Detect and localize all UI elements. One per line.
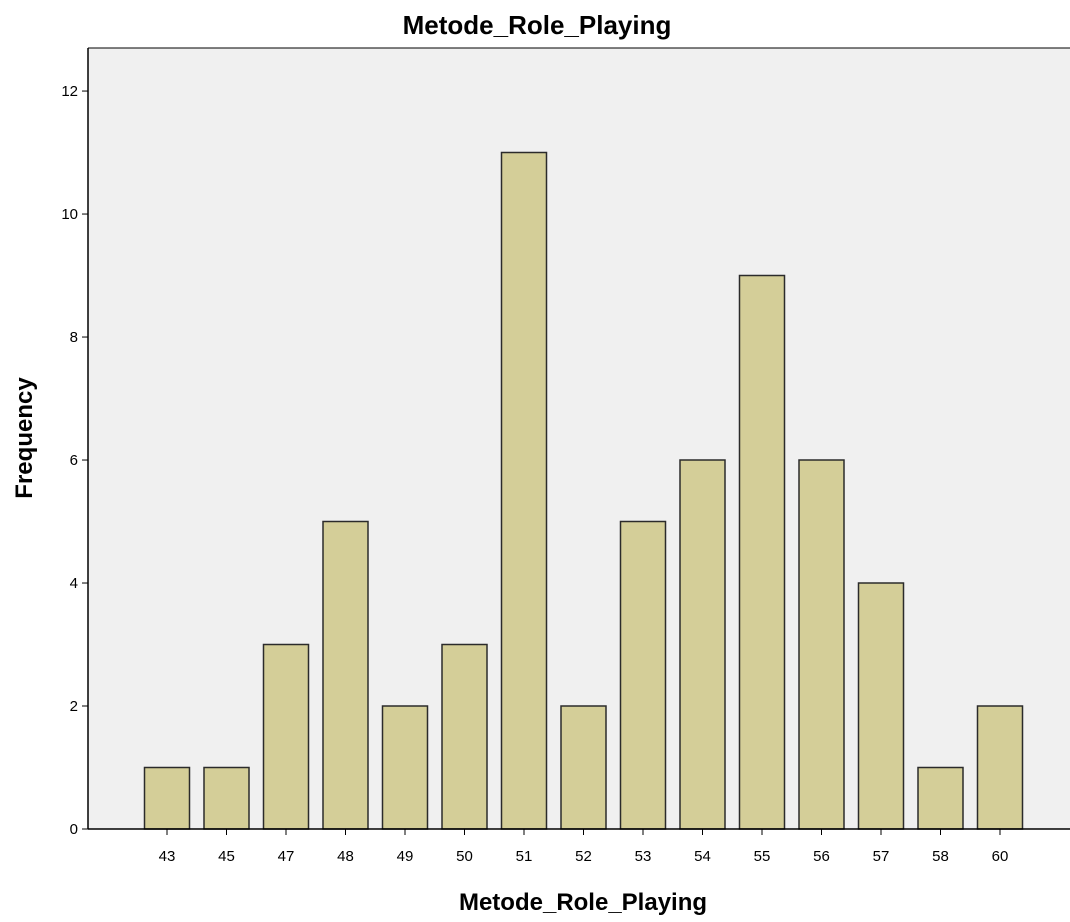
y-tick-label: 12 [61, 83, 78, 100]
x-tick-label: 50 [456, 848, 473, 865]
x-tick-label: 55 [754, 848, 771, 865]
bars-layer [143, 151, 1024, 830]
bar-56 [798, 459, 845, 830]
x-tick-label: 43 [159, 848, 176, 865]
bar-57 [857, 582, 905, 830]
x-tick-label: 48 [337, 848, 354, 865]
bar-50 [441, 643, 488, 830]
x-tick-label: 47 [278, 848, 295, 865]
y-tick-label: 8 [70, 329, 78, 346]
bar-54 [679, 459, 726, 830]
bar-48 [322, 520, 369, 830]
y-tick-label: 2 [70, 698, 78, 715]
bar-43 [143, 766, 191, 830]
bar-47 [262, 643, 310, 830]
y-ticks-layer: 0 2 4 6 8 10 12 [61, 83, 88, 838]
x-tick-label: 54 [694, 848, 711, 865]
bar-51 [500, 151, 548, 830]
x-tick-label: 58 [932, 848, 949, 865]
x-tick-label: 49 [397, 848, 414, 865]
x-axis-title: Metode_Role_Playing [459, 889, 707, 916]
y-tick-label: 4 [70, 575, 78, 592]
bar-58 [917, 766, 964, 830]
bar-49 [381, 705, 429, 830]
x-tick-label: 51 [516, 848, 533, 865]
bar-55 [738, 274, 786, 830]
y-tick-label: 0 [70, 821, 78, 838]
x-ticks-layer: 43 45 47 48 49 50 51 52 53 54 55 56 57 58 60 [159, 829, 1009, 865]
bar-60 [976, 705, 1024, 830]
x-tick-label: 56 [813, 848, 830, 865]
plot-background [88, 48, 1070, 829]
bar-52 [560, 705, 607, 830]
bar-53 [619, 520, 667, 830]
x-tick-label: 57 [873, 848, 890, 865]
y-tick-label: 10 [61, 206, 78, 223]
y-axis-title: Frequency [11, 377, 38, 499]
x-tick-label: 60 [992, 848, 1009, 865]
x-tick-label: 53 [635, 848, 652, 865]
bar-45 [203, 766, 250, 830]
chart-title: Metode_Role_Playing [403, 10, 672, 40]
x-tick-label: 52 [575, 848, 592, 865]
y-tick-label: 6 [70, 452, 78, 469]
x-tick-label: 45 [218, 848, 235, 865]
